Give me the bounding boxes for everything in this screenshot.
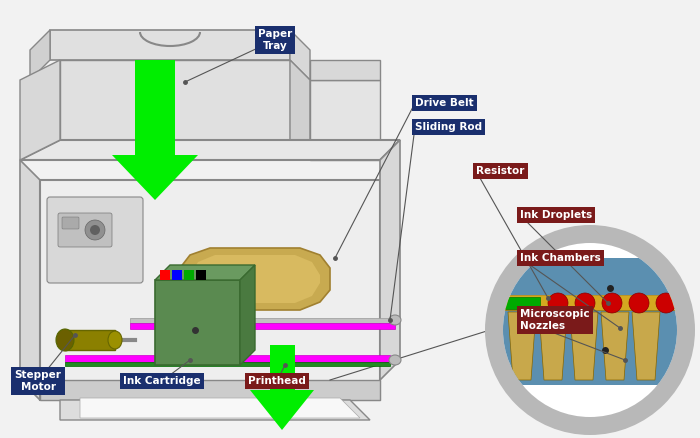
Circle shape: [90, 225, 100, 235]
Polygon shape: [310, 80, 380, 160]
Text: Microscopic
Nozzles: Microscopic Nozzles: [520, 309, 589, 331]
Polygon shape: [155, 265, 255, 280]
Polygon shape: [135, 60, 175, 155]
Polygon shape: [270, 345, 295, 390]
Polygon shape: [40, 380, 380, 400]
Polygon shape: [380, 140, 400, 380]
FancyBboxPatch shape: [58, 213, 112, 247]
Text: Ink Chambers: Ink Chambers: [520, 253, 601, 263]
Polygon shape: [130, 318, 395, 323]
Circle shape: [602, 293, 622, 313]
Polygon shape: [508, 312, 536, 380]
Polygon shape: [570, 312, 598, 380]
Polygon shape: [155, 280, 240, 365]
Polygon shape: [20, 60, 60, 160]
Polygon shape: [65, 355, 390, 362]
Ellipse shape: [389, 355, 401, 365]
Polygon shape: [502, 295, 678, 310]
Ellipse shape: [56, 329, 74, 351]
Polygon shape: [20, 160, 40, 400]
Circle shape: [85, 220, 105, 240]
Circle shape: [548, 293, 568, 313]
Text: Ink Droplets: Ink Droplets: [520, 210, 592, 220]
Polygon shape: [632, 312, 660, 380]
Text: Drive Belt: Drive Belt: [415, 98, 474, 108]
Polygon shape: [190, 255, 320, 303]
Text: Ink Cartridge: Ink Cartridge: [123, 376, 201, 386]
Polygon shape: [180, 248, 330, 310]
Ellipse shape: [389, 315, 401, 325]
Ellipse shape: [108, 331, 122, 349]
Polygon shape: [502, 258, 678, 295]
Polygon shape: [196, 270, 206, 280]
Polygon shape: [112, 155, 198, 200]
FancyBboxPatch shape: [62, 217, 79, 229]
Polygon shape: [65, 330, 115, 350]
Polygon shape: [539, 312, 567, 380]
Circle shape: [485, 225, 695, 435]
Circle shape: [629, 293, 649, 313]
Polygon shape: [290, 30, 310, 80]
Polygon shape: [65, 362, 390, 366]
Text: Stepper
Motor: Stepper Motor: [15, 370, 62, 392]
Polygon shape: [290, 60, 310, 160]
Circle shape: [503, 243, 677, 417]
Polygon shape: [20, 140, 400, 160]
Polygon shape: [601, 312, 629, 380]
Polygon shape: [310, 60, 380, 80]
Polygon shape: [30, 30, 50, 80]
Polygon shape: [250, 390, 314, 430]
Polygon shape: [40, 180, 380, 400]
Polygon shape: [60, 60, 290, 140]
Circle shape: [575, 293, 595, 313]
FancyBboxPatch shape: [47, 197, 143, 283]
Polygon shape: [60, 400, 370, 420]
Polygon shape: [184, 270, 194, 280]
Polygon shape: [240, 265, 255, 365]
Polygon shape: [172, 270, 182, 280]
Polygon shape: [80, 398, 360, 418]
FancyBboxPatch shape: [505, 297, 540, 309]
Polygon shape: [502, 310, 678, 385]
Circle shape: [656, 293, 676, 313]
Polygon shape: [130, 323, 395, 329]
Text: Sliding Rod: Sliding Rod: [415, 122, 482, 132]
Text: Resistor: Resistor: [476, 166, 524, 176]
Text: Paper
Tray: Paper Tray: [258, 29, 292, 51]
Text: Printhead: Printhead: [248, 376, 306, 386]
Polygon shape: [50, 30, 290, 60]
Polygon shape: [160, 270, 170, 280]
